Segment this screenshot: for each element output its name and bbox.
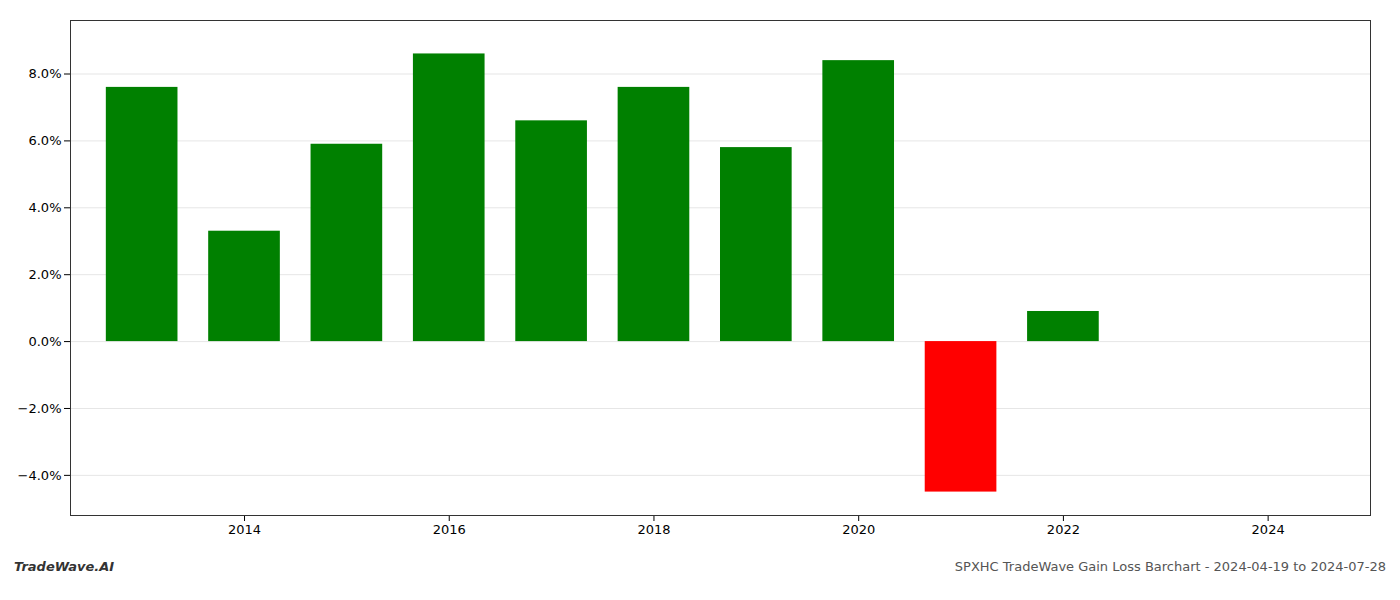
svg-text:2020: 2020 <box>842 522 875 537</box>
svg-text:8.0%: 8.0% <box>28 66 61 81</box>
html-text:SPXHC TradeWave Gain Loss Barc: SPXHC TradeWave Gain Loss Barchart - 202… <box>954 559 1386 574</box>
svg-text:2024: 2024 <box>1252 522 1285 537</box>
svg-text:−4.0%: −4.0% <box>18 468 62 483</box>
svg-text:4.0%: 4.0% <box>28 200 61 215</box>
svg-text:6.0%: 6.0% <box>28 133 61 148</box>
svg-text:2022: 2022 <box>1047 522 1080 537</box>
svg-text:−2.0%: −2.0% <box>18 401 62 416</box>
html-text:TradeWave.AI: TradeWave.AI <box>14 559 115 574</box>
svg-text:0.0%: 0.0% <box>28 334 61 349</box>
svg-text:2016: 2016 <box>433 522 466 537</box>
svg-text:2018: 2018 <box>637 522 670 537</box>
svg-text:2014: 2014 <box>228 522 261 537</box>
svg-text:2.0%: 2.0% <box>28 267 61 282</box>
